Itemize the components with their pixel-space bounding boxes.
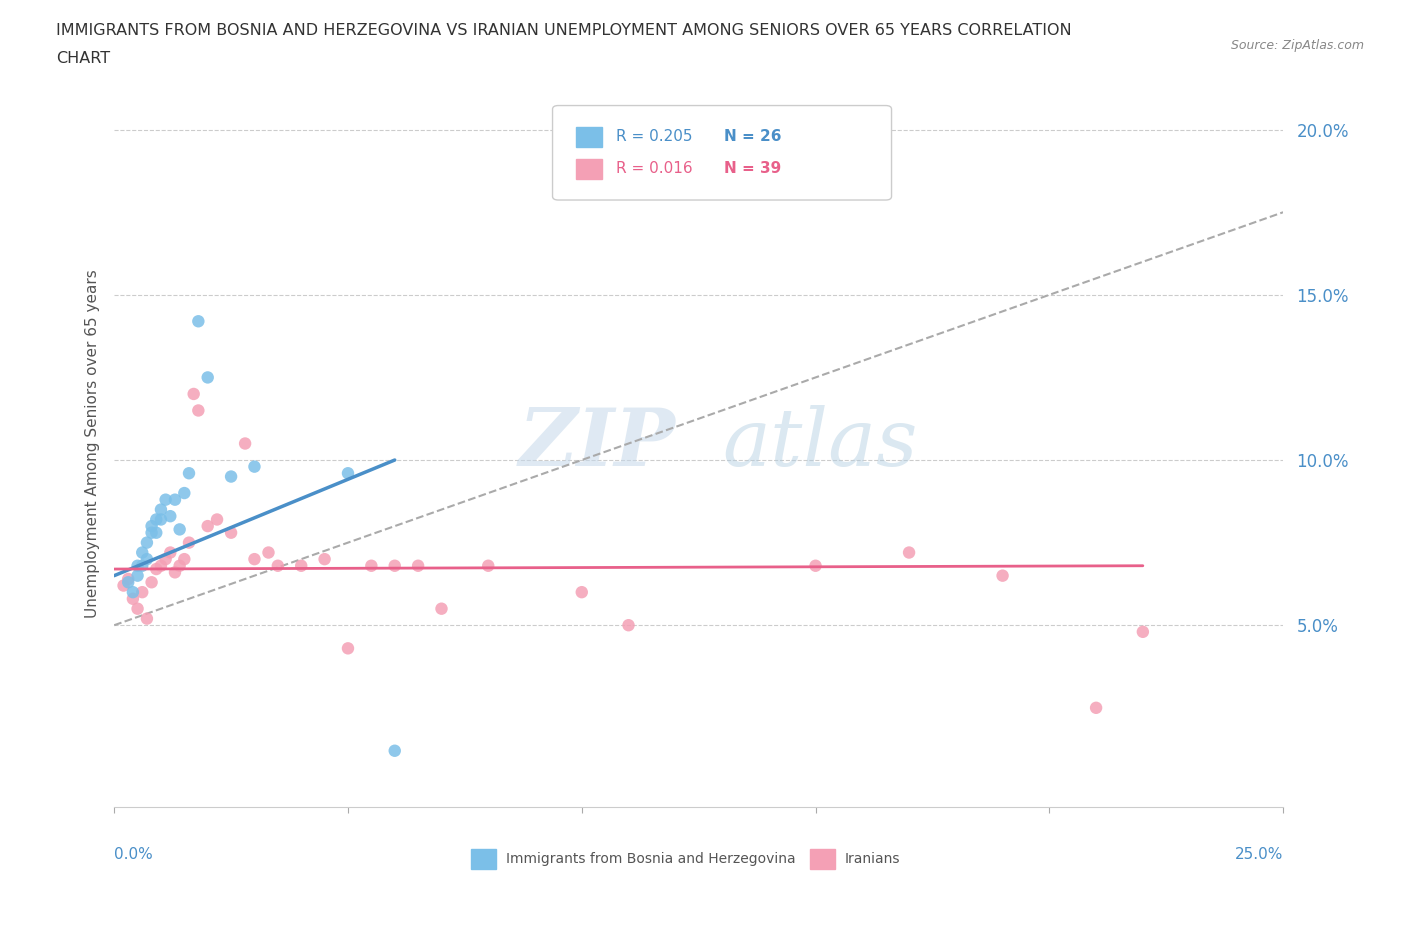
Point bbox=[290, 558, 312, 573]
Point bbox=[145, 525, 167, 540]
Point bbox=[127, 602, 149, 617]
Point bbox=[135, 551, 157, 566]
Point bbox=[205, 512, 228, 527]
Text: Iranians: Iranians bbox=[845, 852, 900, 866]
Point bbox=[122, 585, 145, 600]
Point bbox=[145, 512, 167, 527]
Bar bbox=[810, 849, 835, 870]
Point bbox=[169, 558, 191, 573]
Point bbox=[145, 562, 167, 577]
Point bbox=[135, 535, 157, 550]
Point bbox=[477, 558, 499, 573]
Point bbox=[141, 525, 163, 540]
Point bbox=[183, 387, 205, 402]
Point bbox=[267, 558, 290, 573]
Point bbox=[112, 578, 135, 593]
Point bbox=[804, 558, 827, 573]
Point bbox=[155, 551, 177, 566]
Text: R = 0.016: R = 0.016 bbox=[616, 161, 692, 177]
Text: N = 39: N = 39 bbox=[724, 161, 782, 177]
Point bbox=[336, 466, 359, 481]
Text: Source: ZipAtlas.com: Source: ZipAtlas.com bbox=[1230, 39, 1364, 52]
Point bbox=[173, 485, 195, 500]
Point bbox=[430, 602, 453, 617]
Point bbox=[187, 403, 209, 418]
Point bbox=[122, 591, 145, 606]
Point bbox=[384, 558, 406, 573]
Point bbox=[177, 535, 200, 550]
Point bbox=[406, 558, 429, 573]
Point bbox=[141, 575, 163, 590]
Point bbox=[149, 502, 172, 517]
Point bbox=[141, 519, 163, 534]
Point bbox=[135, 611, 157, 626]
Point bbox=[131, 585, 153, 600]
Point bbox=[177, 466, 200, 481]
Point bbox=[243, 459, 266, 474]
Point bbox=[173, 551, 195, 566]
Point bbox=[233, 436, 256, 451]
Text: 0.0%: 0.0% bbox=[114, 847, 153, 862]
Point bbox=[617, 618, 640, 632]
Point bbox=[131, 545, 153, 560]
Text: atlas: atlas bbox=[723, 405, 917, 483]
FancyBboxPatch shape bbox=[553, 105, 891, 200]
Point bbox=[117, 575, 139, 590]
Point bbox=[159, 509, 181, 524]
Text: R = 0.205: R = 0.205 bbox=[616, 129, 692, 144]
Point bbox=[127, 568, 149, 583]
Point bbox=[360, 558, 382, 573]
Text: ZIP: ZIP bbox=[519, 405, 675, 483]
Point bbox=[187, 313, 209, 328]
Text: 25.0%: 25.0% bbox=[1234, 847, 1284, 862]
Point bbox=[257, 545, 280, 560]
Point bbox=[243, 551, 266, 566]
Point bbox=[197, 370, 219, 385]
Point bbox=[219, 469, 242, 484]
Point bbox=[336, 641, 359, 656]
Point bbox=[314, 551, 336, 566]
Point bbox=[159, 545, 181, 560]
Point bbox=[131, 558, 153, 573]
Point bbox=[117, 572, 139, 587]
Bar bbox=[576, 159, 602, 179]
Point bbox=[197, 519, 219, 534]
Point bbox=[898, 545, 921, 560]
Point bbox=[163, 565, 186, 579]
Point bbox=[219, 525, 242, 540]
Point bbox=[149, 512, 172, 527]
Point bbox=[384, 743, 406, 758]
Bar bbox=[576, 126, 602, 147]
Text: Immigrants from Bosnia and Herzegovina: Immigrants from Bosnia and Herzegovina bbox=[506, 852, 796, 866]
Point bbox=[1132, 624, 1154, 639]
Bar bbox=[471, 849, 496, 870]
Y-axis label: Unemployment Among Seniors over 65 years: Unemployment Among Seniors over 65 years bbox=[86, 269, 100, 618]
Point bbox=[1085, 700, 1108, 715]
Point bbox=[155, 492, 177, 507]
Point bbox=[149, 558, 172, 573]
Point bbox=[991, 568, 1014, 583]
Text: N = 26: N = 26 bbox=[724, 129, 782, 144]
Text: IMMIGRANTS FROM BOSNIA AND HERZEGOVINA VS IRANIAN UNEMPLOYMENT AMONG SENIORS OVE: IMMIGRANTS FROM BOSNIA AND HERZEGOVINA V… bbox=[56, 23, 1071, 38]
Point bbox=[169, 522, 191, 537]
Point bbox=[127, 558, 149, 573]
Point bbox=[163, 492, 186, 507]
Point bbox=[571, 585, 593, 600]
Text: CHART: CHART bbox=[56, 51, 110, 66]
